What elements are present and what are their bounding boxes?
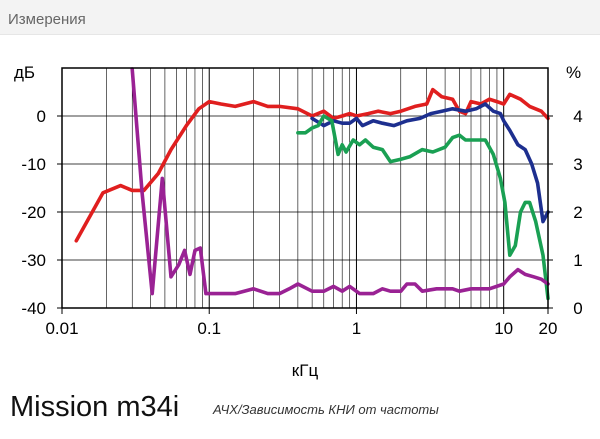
series-line-1 [74, 87, 550, 243]
y-left-tick-label: -40 [21, 299, 46, 318]
y-right-tick-label: 1 [573, 251, 582, 270]
chart-caption: АЧХ/Зависимость КНИ от частоты [213, 402, 439, 417]
section-title: Измерения [8, 11, 86, 28]
x-axis-label: кГц [292, 361, 319, 380]
axis-ticks: 0 -10 -20 -30 -40 0 1 2 3 4 0.01 0.1 1 10 20 [21, 107, 582, 338]
y-left-tick-label: -30 [21, 251, 46, 270]
y-right-tick-label: 3 [573, 155, 582, 174]
series-line-4 [130, 67, 550, 296]
y-left-tick-label: -20 [21, 203, 46, 222]
y-left-tick-label: 0 [37, 107, 46, 126]
section-header: Измерения [0, 0, 600, 35]
series-line-2 [310, 102, 550, 224]
x-tick-label: 1 [352, 319, 361, 338]
plot-frame [61, 67, 549, 309]
y-right-tick-label: 2 [573, 203, 582, 222]
x-tick-label: 0.1 [197, 319, 221, 338]
frequency-response-chart: 0 -10 -20 -30 -40 0 1 2 3 4 0.01 0.1 1 10 20 дБ % кГц [14, 63, 583, 380]
left-axis-label: дБ [14, 63, 35, 82]
y-right-tick-label: 0 [573, 299, 582, 318]
x-tick-label: 0.01 [45, 319, 78, 338]
right-axis-label: % [566, 63, 581, 82]
x-tick-label: 10 [494, 319, 513, 338]
series-group [74, 67, 550, 301]
y-left-tick-label: -10 [21, 155, 46, 174]
y-right-tick-label: 4 [573, 107, 582, 126]
x-tick-label: 20 [539, 319, 558, 338]
model-name: Mission m34i [10, 391, 180, 423]
series-line-3 [296, 114, 550, 301]
